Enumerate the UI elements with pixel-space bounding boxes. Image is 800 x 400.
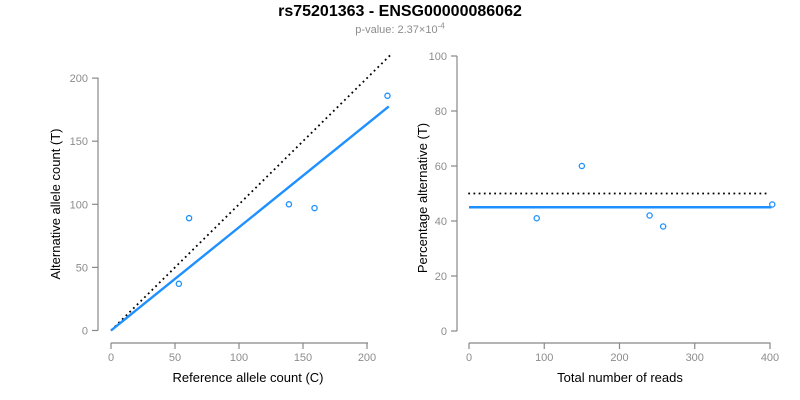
y-tick-label: 80: [435, 106, 447, 118]
data-point: [769, 201, 776, 208]
y-tick-label: 0: [441, 326, 447, 338]
y-tick-label: 50: [76, 262, 88, 274]
y-tick-label: 100: [70, 199, 88, 211]
y-tick-label: 0: [82, 326, 88, 338]
data-point: [384, 92, 391, 100]
chart-allele-counts: 0 50 100 150 200 0 50 100 150 200 Reference allele…: [48, 54, 391, 385]
x-tick-label: 200: [358, 352, 376, 364]
data-point: [285, 201, 293, 208]
x-tick-label: 50: [169, 352, 181, 364]
x-tick-label: 100: [535, 352, 553, 364]
data-point: [185, 214, 193, 222]
plot-subtitle: p-value: 2.37×10-4: [0, 21, 800, 36]
fit-line: [110, 105, 390, 332]
pvalue-text: p-value: 2.37×10: [355, 24, 438, 36]
data-point: [578, 162, 586, 170]
data-point: [646, 212, 653, 219]
x-axis-title: Total number of reads: [557, 370, 683, 385]
x-tick-label: 0: [108, 352, 114, 364]
data-point: [311, 204, 318, 212]
data-point: [533, 214, 540, 222]
y-axis-title: Percentage alternative (T): [415, 123, 430, 273]
y-tick-label: 20: [435, 271, 447, 283]
x-tick-label: 400: [761, 352, 779, 364]
x-tick-label: 300: [686, 352, 704, 364]
y-axis-title: Alternative allele count (T): [48, 128, 63, 279]
x-tick-label: 200: [610, 352, 628, 364]
y-tick-label: 40: [435, 216, 447, 228]
y-tick-label: 150: [70, 136, 88, 148]
data-point: [175, 280, 183, 288]
x-tick-label: 150: [294, 352, 312, 364]
x-axis-title: Reference allele count (C): [172, 370, 323, 385]
pvalue-exponent: -4: [437, 21, 445, 31]
y-tick-label: 60: [435, 161, 447, 173]
x-tick-label: 100: [230, 352, 248, 364]
chart-percentage-alternative: 0 100 200 300 400 0 20 40 60 80 100 Total number of…: [415, 51, 779, 385]
x-tick-label: 0: [466, 352, 472, 364]
y-tick-label: 200: [70, 73, 88, 85]
identity-line: [110, 54, 391, 332]
y-tick-label: 100: [429, 51, 447, 63]
plot-title: rs75201363 - ENSG00000086062: [278, 3, 522, 20]
data-point: [659, 223, 667, 230]
